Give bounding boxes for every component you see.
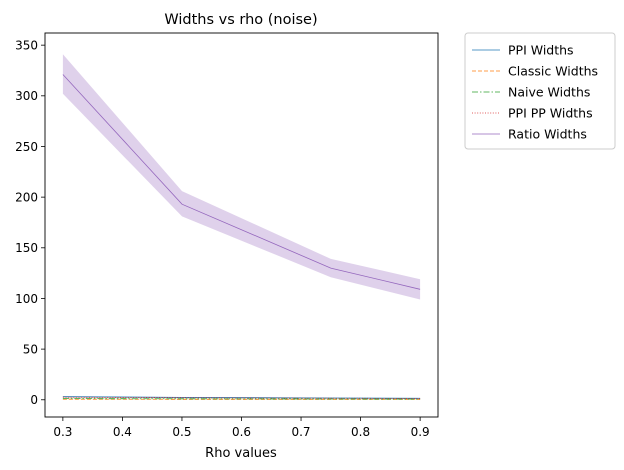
chart-title: Widths vs rho (noise)	[164, 12, 317, 28]
band-ratio-widths	[62, 54, 421, 300]
y-tick-label: 300	[15, 89, 38, 103]
legend-label-ppi-widths: PPI Widths	[508, 43, 574, 58]
x-tick-label: 0.9	[411, 425, 430, 439]
x-tick-label: 0.6	[232, 425, 251, 439]
legend-label-naive-widths: Naive Widths	[508, 85, 590, 100]
x-tick-label: 0.8	[351, 425, 370, 439]
legend: PPI Widths Classic Widths Naive Widths PPI …	[464, 32, 616, 150]
y-tick-label: 350	[15, 38, 38, 52]
y-axis: 0 50 100 150 200 250 300 350	[15, 38, 45, 407]
x-tick-label: 0.7	[291, 425, 310, 439]
y-tick-label: 0	[30, 393, 38, 407]
x-axis: 0.3 0.4 0.5 0.6 0.7 0.8 0.9	[53, 417, 430, 439]
y-tick-label: 50	[23, 342, 38, 356]
legend-label-classic-widths: Classic Widths	[508, 64, 598, 79]
legend-box	[464, 32, 616, 150]
y-tick-label: 200	[15, 190, 38, 204]
plot-area	[44, 32, 439, 418]
y-tick-label: 250	[15, 140, 38, 154]
x-tick-label: 0.3	[53, 425, 72, 439]
series-lines	[62, 74, 421, 400]
x-tick-label: 0.5	[172, 425, 191, 439]
line-naive-widths	[62, 398, 421, 400]
y-tick-label: 150	[15, 241, 38, 255]
legend-label-ratio-widths: Ratio Widths	[508, 127, 587, 142]
x-axis-label: Rho values	[205, 446, 277, 461]
y-tick-label: 100	[15, 292, 38, 306]
line-ppi-pp-widths	[62, 396, 421, 399]
legend-label-ppi-pp-widths: PPI PP Widths	[508, 106, 593, 121]
line-ratio-widths	[62, 74, 421, 290]
x-tick-label: 0.4	[113, 425, 132, 439]
